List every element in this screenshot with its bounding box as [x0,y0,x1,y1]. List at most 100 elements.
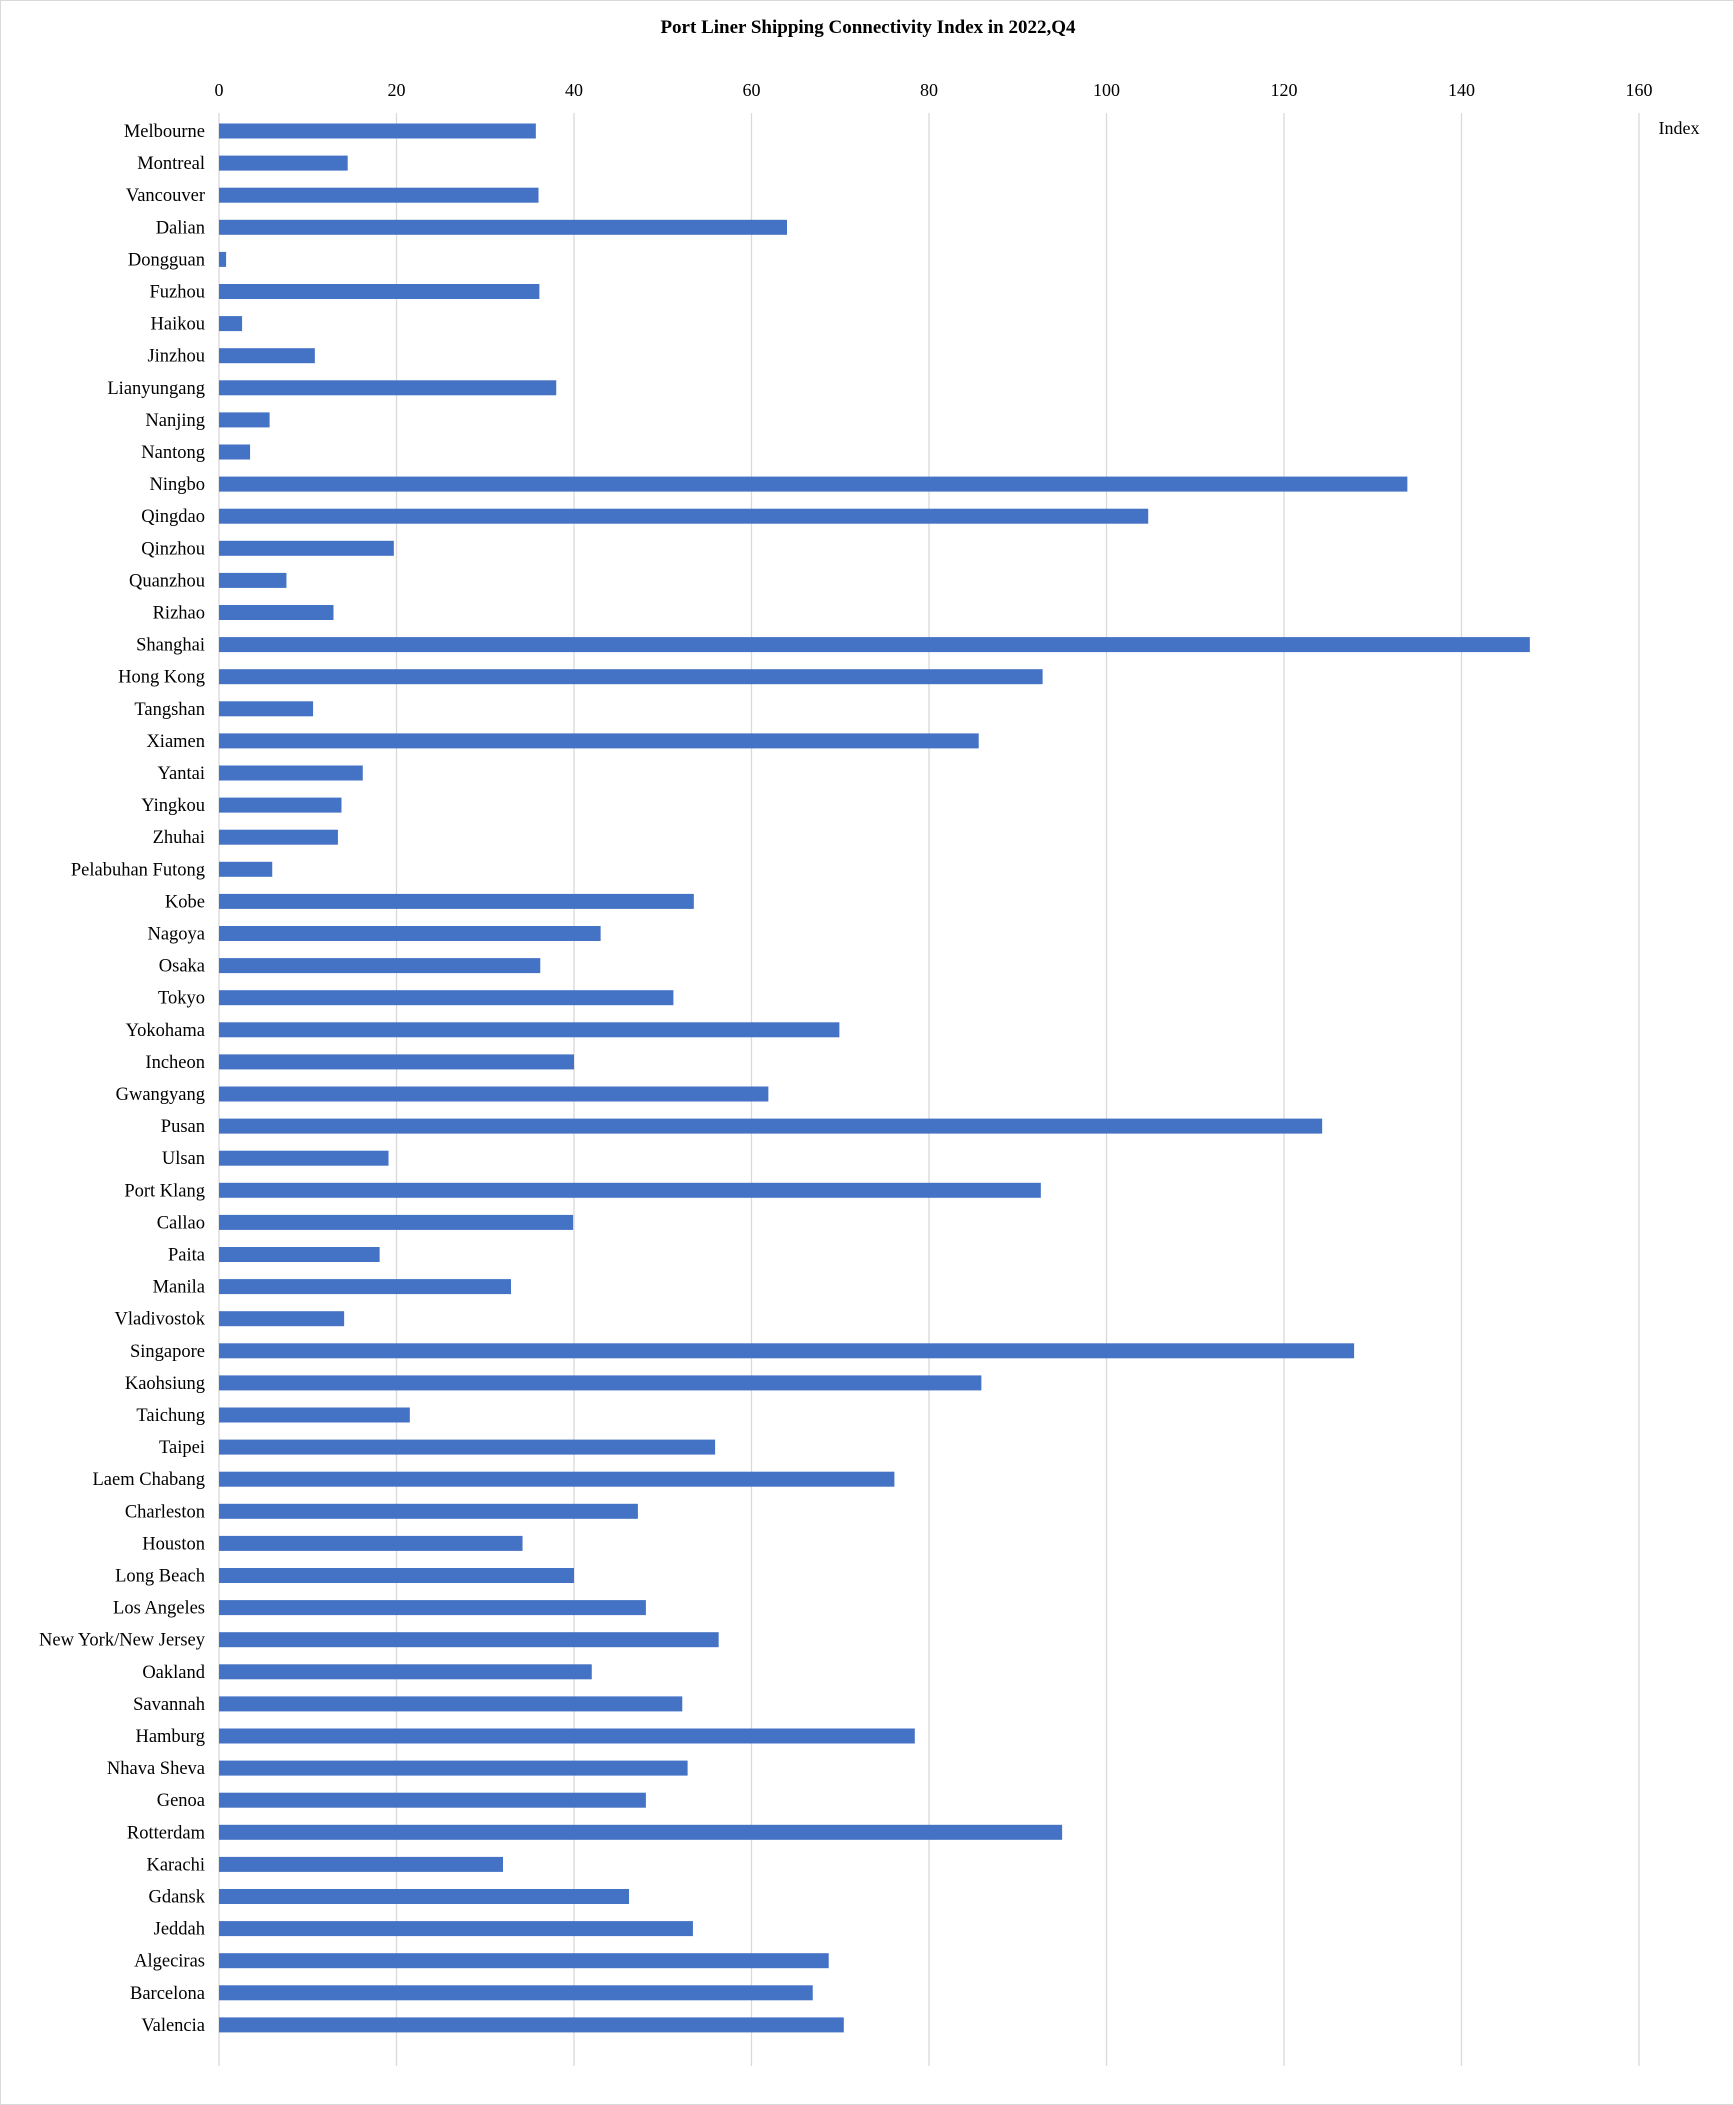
category-label: Haikou [151,315,205,335]
bar [219,1471,895,1487]
category-label: Rizhao [153,604,205,624]
bar [219,1600,646,1616]
bar [219,1824,1063,1840]
bar [219,1792,646,1808]
x-axis-ticks: 0 20 40 60 80 100 120 140 160 [215,80,1653,100]
category-label: Jeddah [154,1920,205,1940]
category-label: Laem Chabang [93,1470,206,1490]
bar [219,669,1043,685]
bar [219,605,334,620]
category-label: Manila [153,1278,205,1298]
bar [219,1632,719,1648]
category-label: Ulsan [162,1149,205,1169]
bar [219,990,674,1006]
bar [219,1760,688,1776]
category-label: Nanjing [145,411,205,431]
category-label: Rotterdam [127,1823,206,1843]
bar [219,765,363,781]
category-label: Barcelona [130,1984,205,2004]
category-labels: Melbourne Montreal Vancouver Dalian Dongguan… [39,122,206,2036]
bar [219,1664,592,1680]
category-label: Dalian [156,218,205,238]
x-tick-label: 160 [1626,80,1653,100]
category-label: Vancouver [126,186,205,206]
bar [219,1921,693,1937]
bar [219,1150,389,1166]
bar [219,155,348,171]
bar [219,733,979,749]
bar [219,1696,683,1712]
category-label: Algeciras [134,1952,205,1972]
bar [219,829,338,845]
bar [219,1311,345,1327]
category-label: Nantong [141,443,205,463]
category-label: Los Angeles [113,1599,205,1619]
chart-title: Port Liner Shipping Connectivity Index i… [660,17,1076,38]
bars [219,123,1530,2033]
bar [219,1118,1323,1134]
bar [219,797,342,813]
category-label: Incheon [145,1053,205,1073]
bar [219,1985,813,2001]
bar [219,861,273,877]
category-label: Taichung [136,1406,205,1426]
bar [219,1535,523,1551]
category-label: Long Beach [115,1567,205,1587]
bar [219,1503,638,1519]
category-label: Paita [168,1246,205,1266]
category-label: Yokohama [126,1021,205,1041]
bar [219,701,314,717]
category-label: Genoa [157,1791,205,1811]
bar [219,380,557,396]
bar [219,958,541,974]
bar [219,476,1408,492]
category-label: Hamburg [135,1727,205,1747]
bar [219,1407,410,1423]
bar [219,316,243,332]
bar [219,1054,574,1070]
category-label: Yingkou [141,796,205,816]
category-label: Port Klang [124,1181,205,1201]
bar [219,1953,829,1969]
category-label: Tokyo [158,989,205,1009]
bar [219,1086,769,1102]
category-label: Quanzhou [129,571,205,591]
x-tick-label: 60 [743,80,761,100]
category-label: Jinzhou [147,347,205,367]
x-tick-label: 100 [1093,80,1120,100]
bar [219,572,287,588]
category-label: Qinzhou [141,539,205,559]
bar [219,284,540,299]
bar [219,1182,1041,1198]
bar [219,637,1530,653]
bar [219,1439,716,1455]
x-tick-label: 0 [215,80,224,100]
category-label: New York/New Jersey [39,1631,206,1651]
bar [219,1568,574,1583]
category-label: Osaka [159,957,205,977]
bar [219,1375,982,1391]
category-label: Melbourne [124,122,205,142]
category-label: Ningbo [150,475,206,495]
category-label: Charleston [125,1502,205,1522]
x-tick-label: 140 [1448,80,1475,100]
bar [219,1889,630,1904]
category-label: Nagoya [147,925,205,945]
bar [219,123,536,139]
category-label: Shanghai [136,636,205,656]
category-label: Qingdao [141,507,205,527]
x-tick-label: 20 [388,80,406,100]
x-tick-label: 40 [565,80,583,100]
category-label: Xiamen [146,732,205,752]
bar [219,444,251,460]
category-label: Houston [142,1534,205,1554]
bar [219,348,315,364]
category-label: Pusan [161,1117,205,1137]
x-axis-title: Index [1659,118,1700,138]
category-label: Lianyungang [107,379,205,399]
bar [219,1343,1355,1359]
bar [219,1214,574,1230]
bar [219,187,539,203]
bar [219,893,694,909]
